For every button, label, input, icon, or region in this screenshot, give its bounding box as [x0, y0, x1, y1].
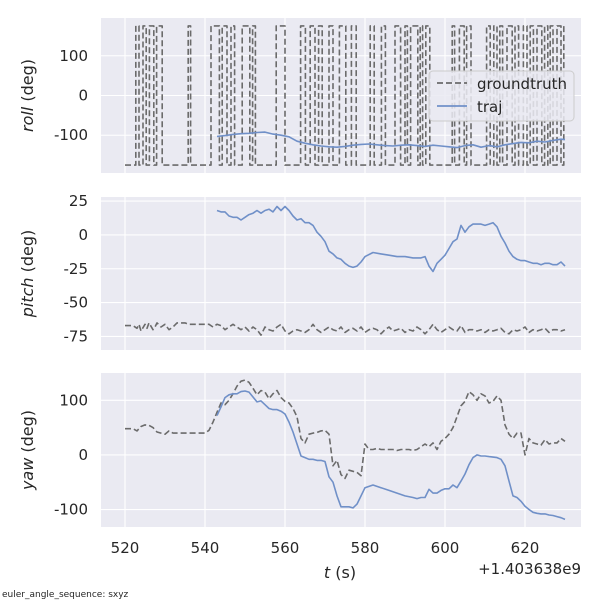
x-axis-ticks: 520 540 560 580 600 620 [111, 539, 540, 557]
yaw-plot-area [101, 373, 581, 527]
x-label-unit: (s) [335, 563, 356, 582]
pitch-y-tick-label: -25 [64, 260, 89, 278]
pitch-y-ticks: -75 -50 -25 0 25 [64, 192, 89, 345]
pitch-y-tick-label: -50 [64, 294, 89, 312]
x-tick-label: 620 [511, 539, 540, 557]
pitch-y-label-unit: (deg) [18, 230, 37, 273]
pitch-series [125, 205, 566, 336]
pitch-panel: -75 -50 -25 0 25 pitch (deg) [18, 192, 581, 350]
yaw-y-label-unit: (deg) [18, 410, 37, 453]
roll-y-axis-label: roll (deg) [18, 59, 37, 132]
roll-y-ticks: -100 0 100 [54, 47, 88, 144]
pitch-groundtruth-line [125, 322, 566, 336]
x-tick-label: 520 [111, 539, 140, 557]
pitch-traj-line [216, 205, 566, 273]
pitch-y-tick-label: 25 [69, 192, 88, 210]
roll-y-label-name: roll [18, 106, 37, 132]
roll-groundtruth-line [125, 25, 565, 166]
roll-y-tick-label: -100 [54, 126, 88, 144]
pitch-y-axis-label: pitch (deg) [18, 230, 37, 319]
pitch-y-tick-label: 0 [78, 226, 88, 244]
pitch-y-label-name: pitch [18, 277, 37, 318]
yaw-traj-line [216, 390, 566, 521]
roll-panel: -100 0 100 roll (deg) groundtruth traj [18, 18, 581, 173]
yaw-groundtruth-line [125, 379, 566, 480]
pitch-plot-area [101, 197, 581, 350]
x-axis-offset: +1.403638e9 [478, 560, 581, 578]
yaw-y-ticks: -100 0 100 [54, 391, 88, 518]
pitch-y-tick-label: -75 [64, 327, 89, 345]
yaw-y-tick-label: 0 [78, 446, 88, 464]
roll-y-label-unit: (deg) [18, 59, 37, 102]
legend-traj-label: traj [477, 98, 502, 116]
pitch-gridlines [101, 197, 581, 350]
yaw-series [125, 379, 566, 521]
x-tick-label: 560 [271, 539, 300, 557]
roll-series [125, 25, 566, 166]
yaw-panel: -100 0 100 yaw (deg) [18, 373, 581, 527]
x-tick-label: 580 [351, 539, 380, 557]
yaw-y-axis-label: yaw (deg) [18, 410, 37, 491]
x-axis-label: t (s) [324, 563, 356, 582]
legend-groundtruth-label: groundtruth [477, 75, 567, 93]
roll-y-tick-label: 100 [59, 47, 88, 65]
yaw-y-tick-label: 100 [59, 391, 88, 409]
roll-traj-line [216, 131, 566, 149]
x-tick-label: 540 [191, 539, 220, 557]
x-tick-label: 600 [431, 539, 460, 557]
footer-note: euler_angle_sequence: sxyz [2, 590, 129, 600]
yaw-y-tick-label: -100 [54, 501, 88, 519]
yaw-gridlines [101, 373, 581, 527]
x-label-name: t [324, 563, 331, 582]
legend: groundtruth traj [428, 70, 575, 122]
roll-y-tick-label: 0 [78, 87, 88, 105]
yaw-y-label-name: yaw [18, 457, 37, 491]
